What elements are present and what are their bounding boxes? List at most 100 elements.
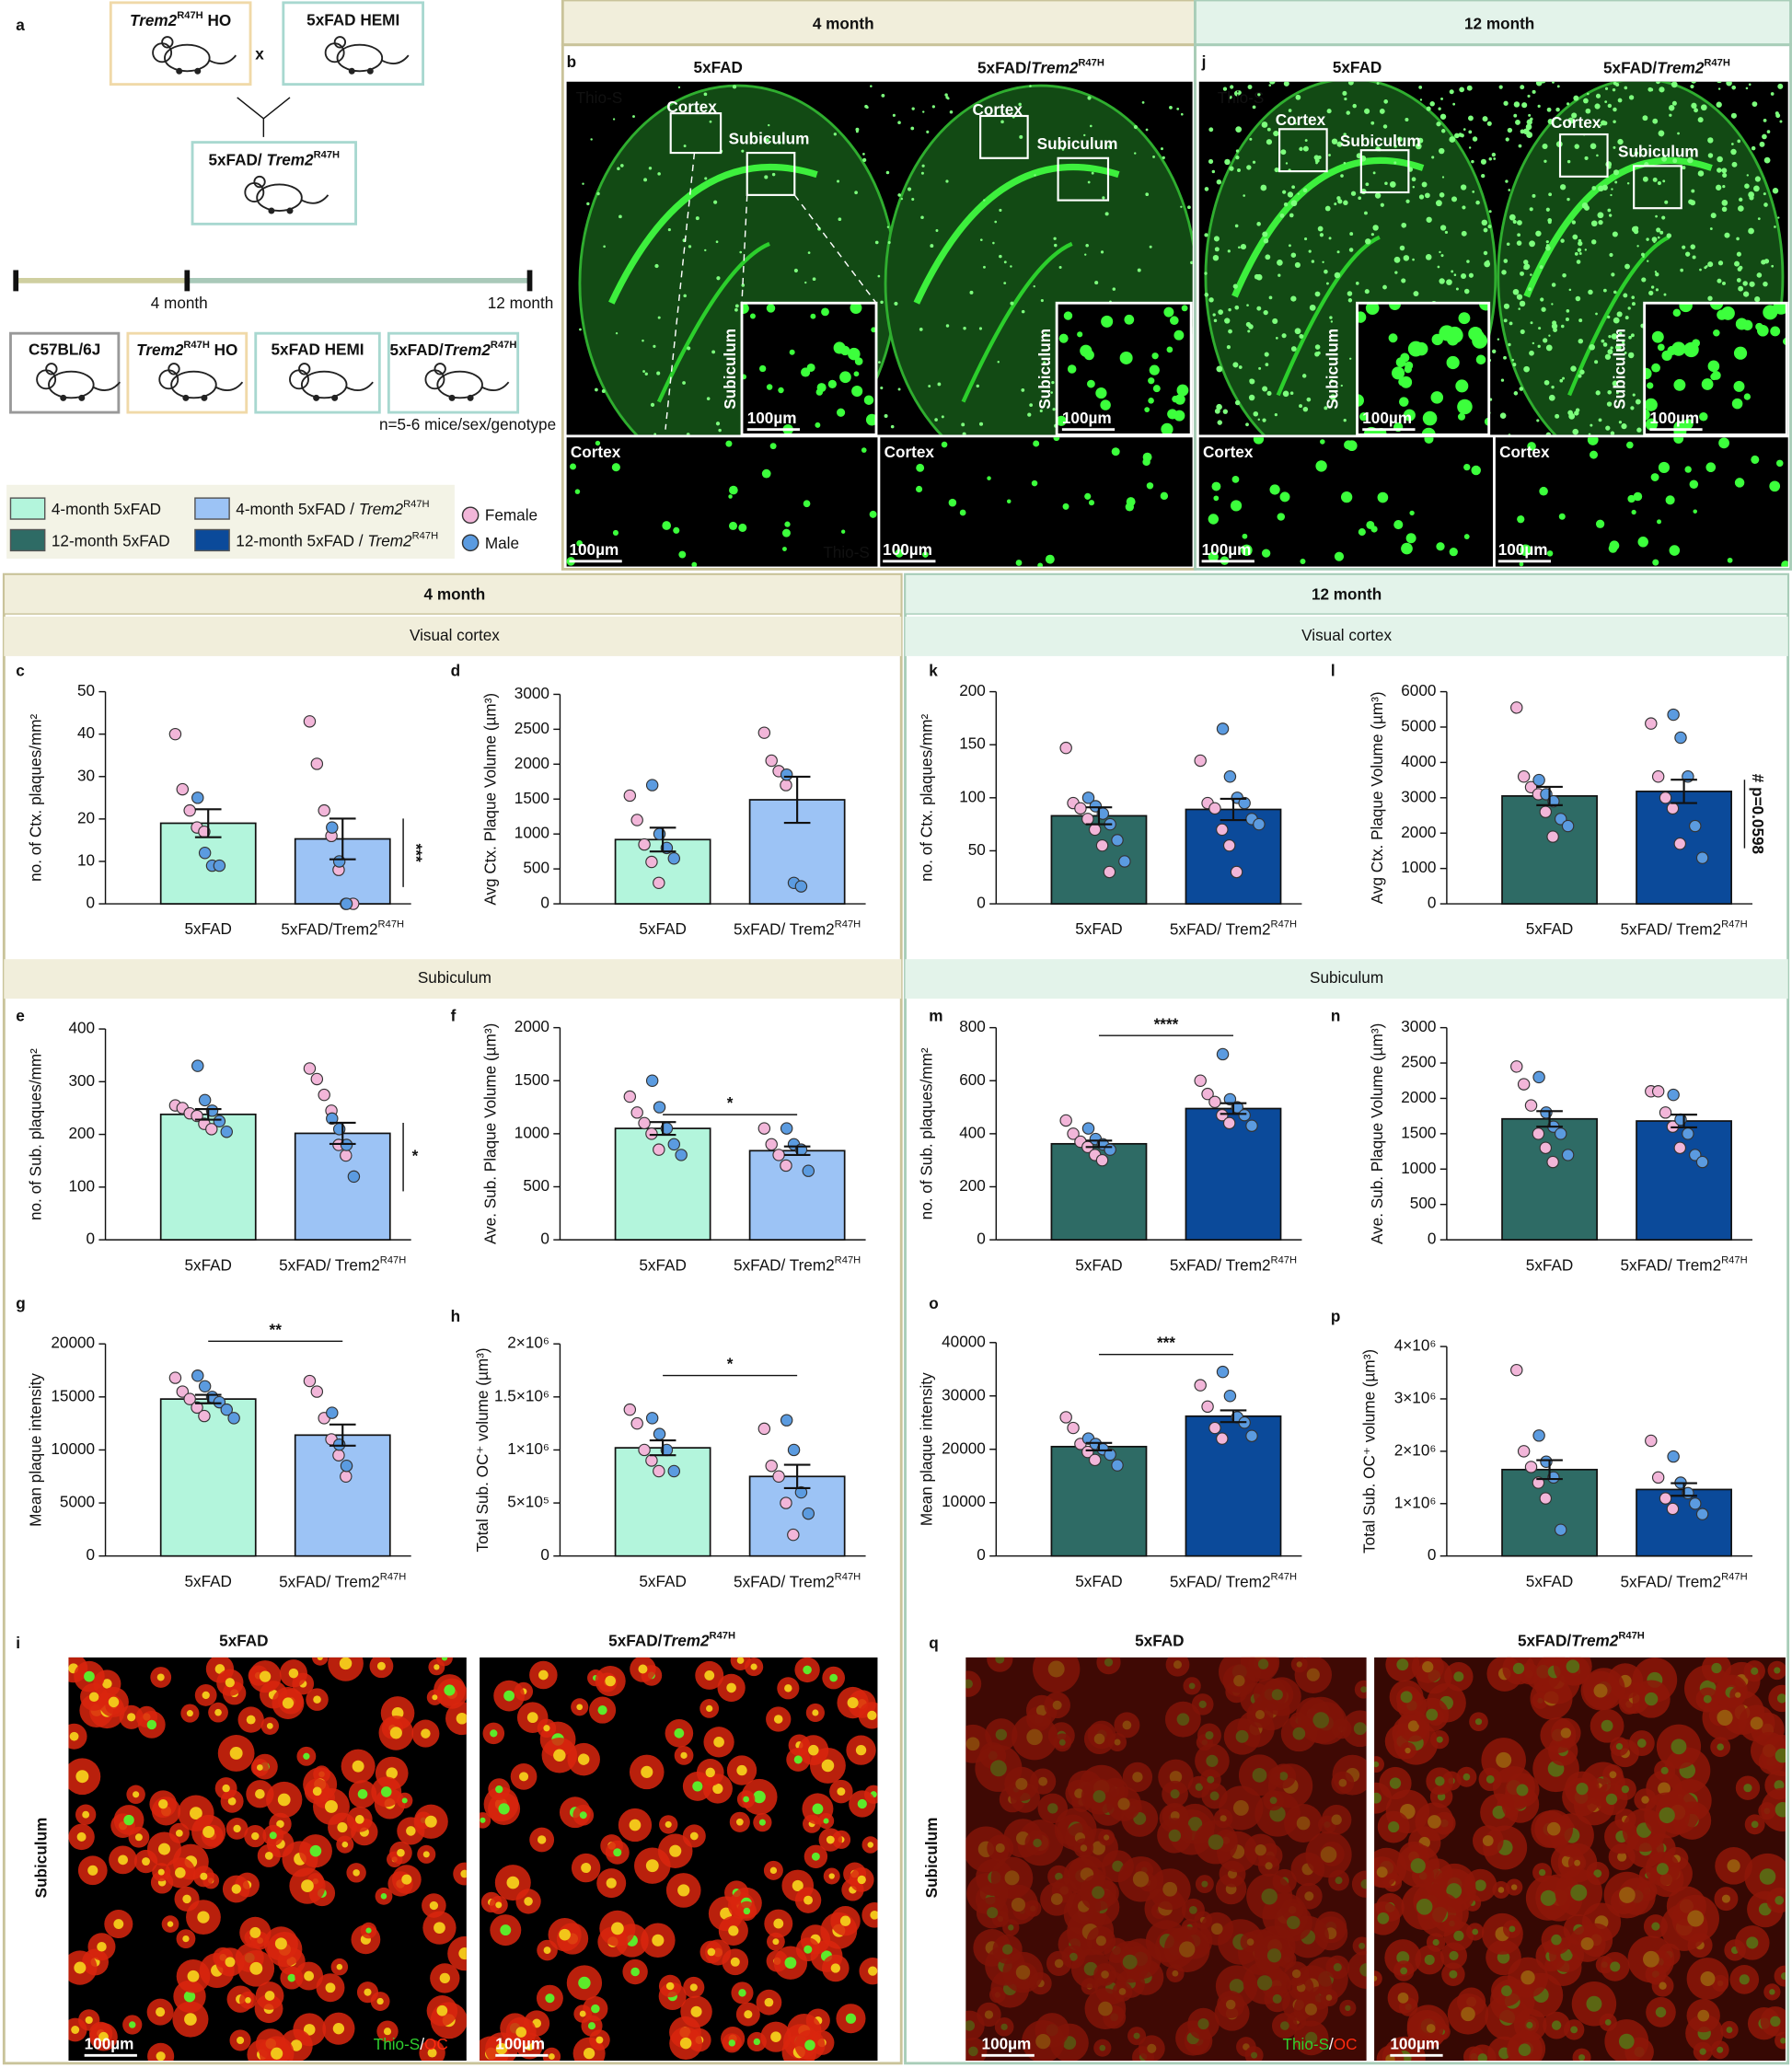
box-label-part: R47H (183, 340, 210, 351)
data-point (184, 804, 195, 815)
plaque (1366, 521, 1374, 529)
plaque (684, 144, 687, 147)
plaque (704, 249, 706, 251)
box-label: C57BL/6J (29, 340, 100, 358)
legend-swatch (10, 498, 44, 519)
plaque (1327, 109, 1332, 113)
plaque (1658, 181, 1661, 185)
mouse-foot (368, 69, 373, 74)
plaque (1231, 500, 1242, 511)
plaque-core (666, 1982, 675, 1991)
plaque (1624, 87, 1628, 90)
plaque (1205, 187, 1209, 191)
plaque (1172, 396, 1179, 403)
plaque (1400, 246, 1405, 251)
plaque-core (267, 1723, 273, 1729)
plaque (1504, 318, 1508, 322)
data-point (781, 1415, 792, 1426)
data-point (341, 898, 352, 909)
x-tick-label-part: 5xFAD/ Trem2 (1620, 1255, 1721, 1274)
plaque (696, 216, 699, 220)
box-label-part: Trem2 (444, 340, 491, 358)
plaque (1335, 552, 1344, 561)
data-point (1668, 1450, 1679, 1461)
plaque (1148, 377, 1154, 384)
plaque (1724, 233, 1729, 238)
plaque (1542, 144, 1547, 149)
x-tick-label: 5xFAD (1075, 1572, 1123, 1590)
panel-letter: l (1331, 662, 1335, 680)
plaque (642, 370, 645, 373)
plaque (1691, 190, 1694, 193)
data-point (327, 822, 338, 833)
plaque (1637, 537, 1647, 547)
y-tick-label: 0 (540, 894, 549, 912)
data-point (1112, 835, 1123, 846)
y-tick-label: 300 (68, 1071, 95, 1090)
plaque (1721, 306, 1735, 320)
plaque (891, 425, 895, 429)
plaque-core (337, 1822, 347, 1832)
plaque (778, 387, 783, 393)
panel-letter: j (1201, 52, 1207, 71)
data-point (1068, 1422, 1079, 1433)
plaque-core (868, 1967, 877, 1976)
plaque (1499, 85, 1503, 88)
plaque (1426, 217, 1431, 223)
plaque-core (743, 1797, 749, 1803)
plaque (1305, 139, 1308, 142)
x-tick-label-part: 5xFAD/ Trem2 (734, 1255, 835, 1274)
data-point (1659, 1107, 1671, 1118)
plaque (1507, 242, 1510, 246)
data-point (1060, 1412, 1071, 1423)
data-point (311, 758, 322, 769)
plaque (1589, 344, 1595, 351)
y-tick-label: 50 (77, 681, 95, 699)
plaque (1613, 82, 1617, 86)
plaque-core (827, 1836, 835, 1844)
subsection-title: Subiculum (1310, 968, 1383, 987)
plaque (1224, 159, 1230, 165)
plaque (841, 530, 845, 534)
plaque-core (225, 1678, 235, 1687)
plaque (1762, 79, 1763, 81)
plaque (1664, 201, 1668, 204)
plaque (1224, 318, 1230, 323)
data-point (624, 1404, 635, 1415)
x-tick-label: 5xFAD (184, 1572, 232, 1590)
plaque (1390, 181, 1396, 188)
background-stain (1374, 1658, 1786, 2061)
plaque (1751, 456, 1759, 464)
plaque (1393, 161, 1396, 164)
plaque (911, 198, 914, 201)
plaque (977, 385, 979, 387)
plaque (1077, 331, 1082, 337)
legend-label: 4-month 5xFAD (52, 500, 161, 518)
plaque-core (804, 2039, 815, 2051)
y-tick-label: 200 (68, 1124, 95, 1142)
plaque-core (870, 1911, 879, 1920)
plaque (1509, 214, 1516, 221)
plaque (1626, 442, 1634, 449)
plaque (1576, 296, 1581, 302)
plaque (1282, 333, 1287, 338)
plaque (1413, 291, 1418, 296)
plaque (1211, 482, 1220, 491)
plaque (1296, 95, 1301, 100)
plaque-core (652, 1935, 664, 1947)
plaque (864, 105, 868, 109)
plaque-core (559, 1929, 571, 1941)
plaque-core (423, 1851, 430, 1857)
plaque-core (232, 1884, 241, 1893)
plaque-core (519, 1772, 528, 1781)
plaque (1734, 381, 1745, 392)
panel-letter: d (451, 662, 460, 680)
plaque (1223, 410, 1228, 414)
data-point (214, 1115, 225, 1126)
plaque (1708, 153, 1713, 157)
stain-label: Thio-S (823, 543, 870, 561)
plaque (1584, 205, 1590, 211)
plaque (1536, 80, 1543, 87)
plaque (1442, 176, 1444, 178)
plaque (1381, 203, 1384, 207)
